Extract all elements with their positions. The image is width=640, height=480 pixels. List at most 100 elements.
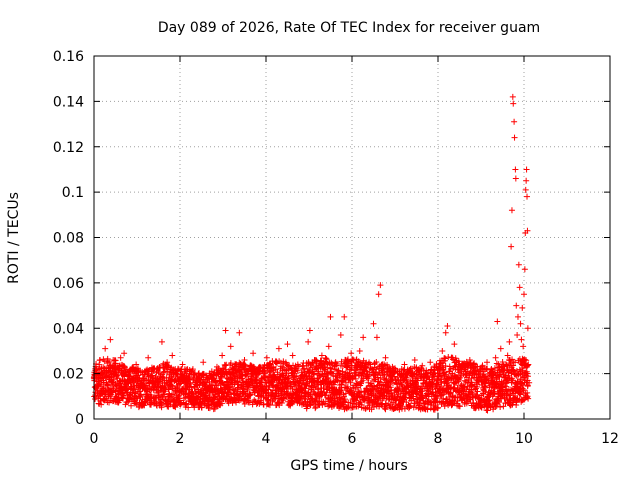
data-point xyxy=(270,395,277,402)
data-point-band xyxy=(280,395,287,402)
data-point xyxy=(372,372,379,379)
data-point xyxy=(126,368,133,375)
data-point xyxy=(198,391,205,398)
data-point-band xyxy=(206,405,213,412)
data-point xyxy=(349,375,356,382)
data-point xyxy=(136,375,143,382)
data-point-band xyxy=(502,372,509,379)
y-tick-label: 0.06 xyxy=(53,276,84,292)
data-point xyxy=(453,379,460,386)
data-point-band xyxy=(323,356,330,363)
data-point-band xyxy=(434,399,441,406)
data-point xyxy=(442,329,449,336)
data-point xyxy=(387,384,394,391)
data-point xyxy=(282,375,289,382)
data-point-band xyxy=(498,378,505,385)
data-point-band xyxy=(358,401,365,408)
data-point-band xyxy=(382,406,389,413)
data-point xyxy=(107,336,114,343)
data-point xyxy=(250,350,257,357)
data-point xyxy=(501,366,508,373)
data-point xyxy=(119,391,126,398)
data-point-band xyxy=(461,377,468,384)
data-point xyxy=(385,372,392,379)
data-point xyxy=(489,368,496,375)
data-point xyxy=(339,368,346,375)
data-point-band xyxy=(519,365,526,372)
data-point xyxy=(394,386,401,393)
data-point xyxy=(324,386,331,393)
data-point-band xyxy=(311,371,318,378)
data-point xyxy=(406,395,413,402)
data-point xyxy=(200,359,207,366)
data-point xyxy=(451,341,458,348)
data-point-band xyxy=(419,362,426,369)
data-point xyxy=(523,177,530,184)
data-point xyxy=(461,384,468,391)
data-point-band xyxy=(378,402,385,409)
data-point xyxy=(373,334,380,341)
data-point xyxy=(265,386,272,393)
data-point-band xyxy=(185,404,192,411)
data-point-band xyxy=(241,400,248,407)
data-point-band xyxy=(164,368,171,375)
data-point xyxy=(423,370,430,377)
data-point xyxy=(296,379,303,386)
data-point xyxy=(487,404,494,411)
data-point-band xyxy=(161,391,168,398)
data-point-band xyxy=(512,359,519,366)
data-point xyxy=(509,93,516,100)
data-point-band xyxy=(208,376,215,383)
data-point xyxy=(110,363,117,370)
data-point xyxy=(365,379,372,386)
data-point-band xyxy=(312,405,319,412)
data-point-band xyxy=(195,370,202,377)
data-point xyxy=(348,350,355,357)
x-tick-label: 12 xyxy=(601,431,619,447)
data-point xyxy=(392,377,399,384)
data-point xyxy=(170,391,177,398)
data-point xyxy=(458,372,465,379)
data-point xyxy=(521,266,528,273)
data-point-band xyxy=(327,365,334,372)
data-point-band xyxy=(314,378,321,385)
data-point xyxy=(375,291,382,298)
data-point xyxy=(435,363,442,370)
data-point xyxy=(155,388,162,395)
data-point-band xyxy=(486,396,493,403)
data-point xyxy=(232,361,239,368)
data-point xyxy=(510,100,517,107)
data-point xyxy=(138,400,145,407)
data-point-band xyxy=(523,363,530,370)
data-point xyxy=(480,372,487,379)
data-point xyxy=(499,386,506,393)
data-point-band xyxy=(128,402,135,409)
data-point xyxy=(384,388,391,395)
data-point xyxy=(336,391,343,398)
data-point xyxy=(207,386,214,393)
data-point-band xyxy=(352,375,359,382)
data-point-band xyxy=(264,396,271,403)
data-point xyxy=(267,368,274,375)
data-point xyxy=(286,379,293,386)
data-point-band xyxy=(524,373,531,380)
y-tick-label: 0.04 xyxy=(53,321,84,337)
data-point xyxy=(251,384,258,391)
data-point xyxy=(351,391,358,398)
data-point-band xyxy=(415,383,422,390)
data-point xyxy=(289,352,296,359)
data-point xyxy=(342,379,349,386)
data-point xyxy=(360,334,367,341)
data-point xyxy=(377,282,384,289)
data-point xyxy=(189,366,196,373)
data-point xyxy=(415,375,422,382)
data-point-band xyxy=(294,367,301,374)
data-point xyxy=(465,391,472,398)
data-point xyxy=(115,384,122,391)
data-point xyxy=(215,388,222,395)
data-point-band xyxy=(454,398,461,405)
data-point-band xyxy=(455,358,462,365)
data-point xyxy=(344,363,351,370)
data-point-band xyxy=(206,391,213,398)
